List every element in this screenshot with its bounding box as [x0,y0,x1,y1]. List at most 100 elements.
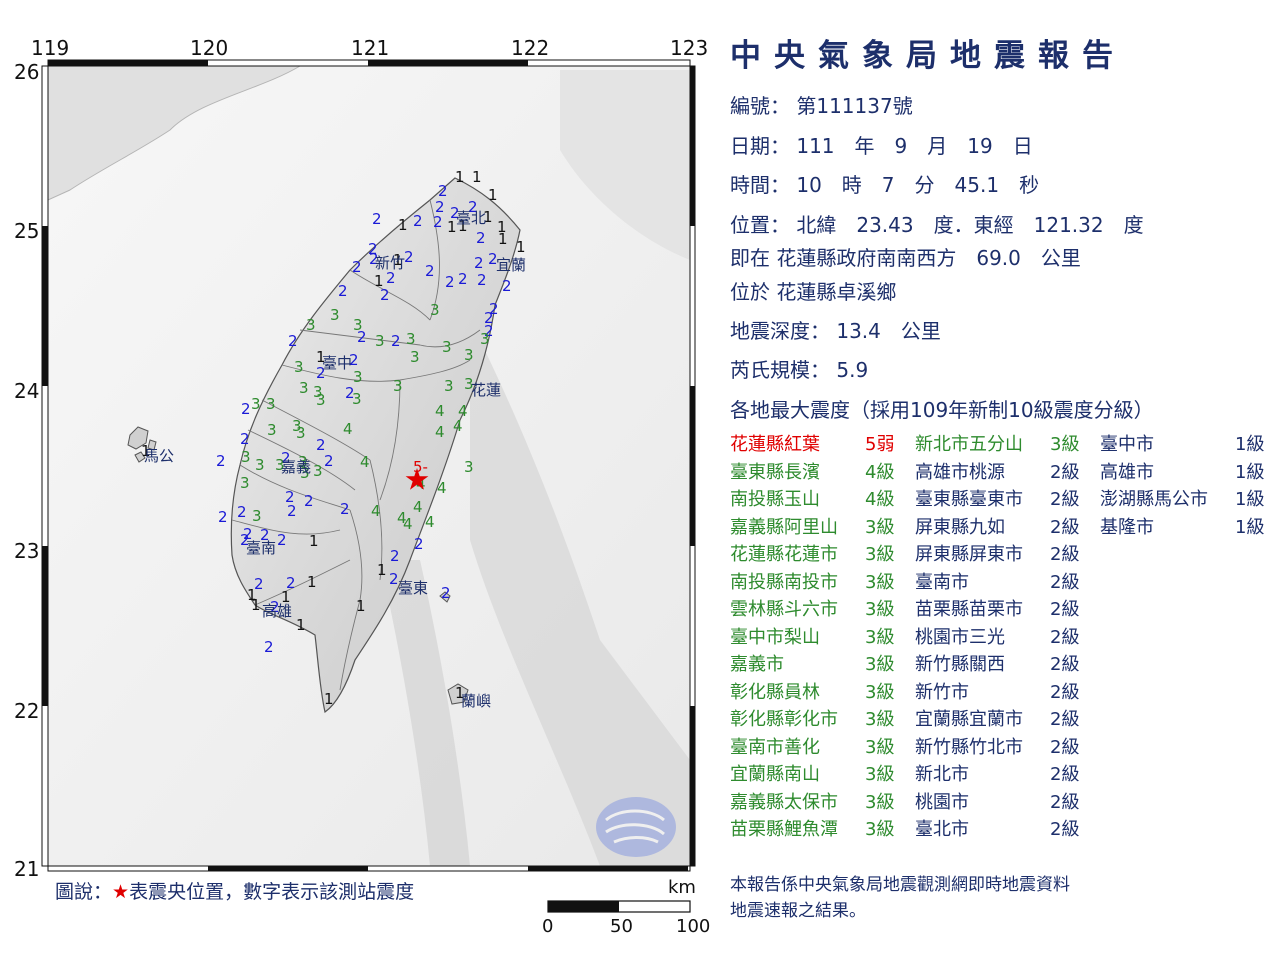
station-intensity-marker: 1 [516,238,526,256]
station-intensity-marker: 3 [300,464,310,482]
date-label: 日期： [730,134,790,158]
station-row: 嘉義縣阿里山 3級 [730,513,900,538]
station-intensity-marker: 2 [477,271,487,289]
station-intensity-marker: 2 [277,531,287,549]
footer-line-1: 本報告係中央氣象局地震觀測網即時地震資料 [730,875,1070,895]
station-intensity-marker: 2 [458,270,468,288]
station-name: 嘉義市 [730,654,784,675]
station-intensity-marker: 2 [390,547,400,565]
station-intensity-marker: 1 [356,597,366,615]
station-intensity-marker: 4 [371,502,381,520]
station-intensity-marker: 1 [377,561,387,579]
station-level: 3級 [865,791,895,813]
station-intensity-marker: 2 [380,286,390,304]
station-intensity-marker: 2 [484,322,494,340]
station-level: 4級 [865,489,895,510]
station-level: 5弱 [865,434,895,455]
station-intensity-marker: 3 [430,301,440,319]
station-intensity-marker: 1 [296,616,306,634]
station-intensity-marker: 1 [497,218,507,236]
station-row: 花蓮縣紅葉 5弱 [730,430,900,455]
station-name: 高雄市 [1100,461,1154,483]
intensity-header: 各地最大震度（採用109年新制10級震度分級） [730,398,1154,422]
lon-label-119: 119 [31,36,70,60]
station-level: 2級 [1050,736,1080,758]
located-at-value: 花蓮縣政府南南西方 69.0 公里 [776,246,1081,270]
station-level: 2級 [1050,819,1080,840]
station-level: 3級 [865,654,895,675]
station-intensity-marker: 2 [441,584,451,602]
station-level: 1級 [1235,434,1265,455]
station-row: 屏東縣九如 2級 [915,513,1085,538]
station-row: 臺南市善化 3級 [730,733,900,758]
station-intensity-marker: 3 [296,424,306,442]
station-intensity-marker: 2 [433,213,443,231]
station-intensity-marker: 3 [298,453,308,471]
station-intensity-marker: 3 [444,377,454,395]
station-name: 宜蘭縣南山 [730,764,820,785]
station-intensity-marker: 2 [438,182,448,200]
lat-label-23: 23 [14,539,40,563]
scale-bar [547,900,691,913]
station-intensity-marker: 2 [476,229,486,247]
station-intensity-marker: 2 [241,400,251,418]
scale-tick-50: 50 [610,916,633,937]
epicenter-star-icon [405,468,429,490]
lat-label-26: 26 [14,60,40,84]
station-intensity-marker: 4 [425,513,435,531]
station-row: 苗栗縣鯉魚潭 3級 [730,815,900,840]
station-name: 新竹縣竹北市 [915,736,1023,758]
station-intensity-marker: 2 [281,449,291,467]
station-intensity-marker: 2 [316,364,326,382]
station-row: 花蓮縣花蓮市 3級 [730,540,900,565]
station-intensity-marker: 2 [474,254,484,272]
station-intensity-marker: 4 [435,423,445,441]
station-intensity-marker: 2 [445,273,455,291]
green-island [439,591,451,603]
station-intensity-marker: 2 [404,248,414,266]
station-name: 新竹市 [915,681,969,703]
station-intensity-marker: 2 [435,198,445,216]
station-level: 2級 [1050,544,1080,565]
station-level: 2級 [1050,709,1080,730]
station-name: 雲林縣斗六市 [730,599,838,620]
station-intensity-marker: 1 [455,168,465,186]
date-value: 111 年 9 月 19 日 [796,134,1033,158]
seafloor-relief [470,320,690,866]
place-labels: 臺北 新竹 宜蘭 臺中 花蓮 馬公 嘉義 臺南 臺東 高雄 蘭嶼 [144,209,526,710]
station-intensity-marker: 1 [316,348,326,366]
station-level: 1級 [1235,461,1265,483]
station-intensity-marker: 3 [353,368,363,386]
station-name: 嘉義縣阿里山 [730,516,838,538]
station-intensity-marker: 2 [391,332,401,350]
station-row: 澎湖縣馬公市 1級 [1100,485,1270,510]
station-intensity-marker: 2 [340,500,350,518]
epicenter: 5- [405,458,429,490]
station-name: 臺南市善化 [730,736,820,758]
scale-tick-100: 100 [676,916,711,937]
station-level: 2級 [1050,571,1080,593]
station-intensity-marker: 3 [306,316,316,334]
station-intensity-marker: 3 [313,462,323,480]
station-intensity-marker: 2 [287,502,297,520]
place-label-yilan: 宜蘭 [496,256,526,274]
station-level: 2級 [1050,764,1080,785]
epicenter-intensity-label: 5- [413,458,428,476]
lon-label-121: 121 [351,36,390,60]
station-row: 南投縣玉山 4級 [730,485,900,510]
station-level: 3級 [865,681,895,703]
station-intensity-marker: 2 [450,204,460,222]
penghu-islands [127,426,157,463]
report-time: 時間： 10 時 7 分 45.1 秒 [730,169,1039,198]
lon-label-123: 123 [670,36,709,60]
station-level: 3級 [865,544,895,565]
footer-line-2: 地震速報之結果。 [730,901,866,921]
station-row: 臺中市梨山 3級 [730,623,900,648]
station-row: 臺中市 1級 [1100,430,1270,455]
station-intensity-marker: 3 [292,417,302,435]
lon-label-122: 122 [511,36,550,60]
station-level: 3級 [865,819,895,840]
station-intensity-marker: 2 [349,351,359,369]
legend-prefix: 圖說： [55,881,113,903]
station-row: 苗栗縣苗栗市 2級 [915,595,1085,620]
